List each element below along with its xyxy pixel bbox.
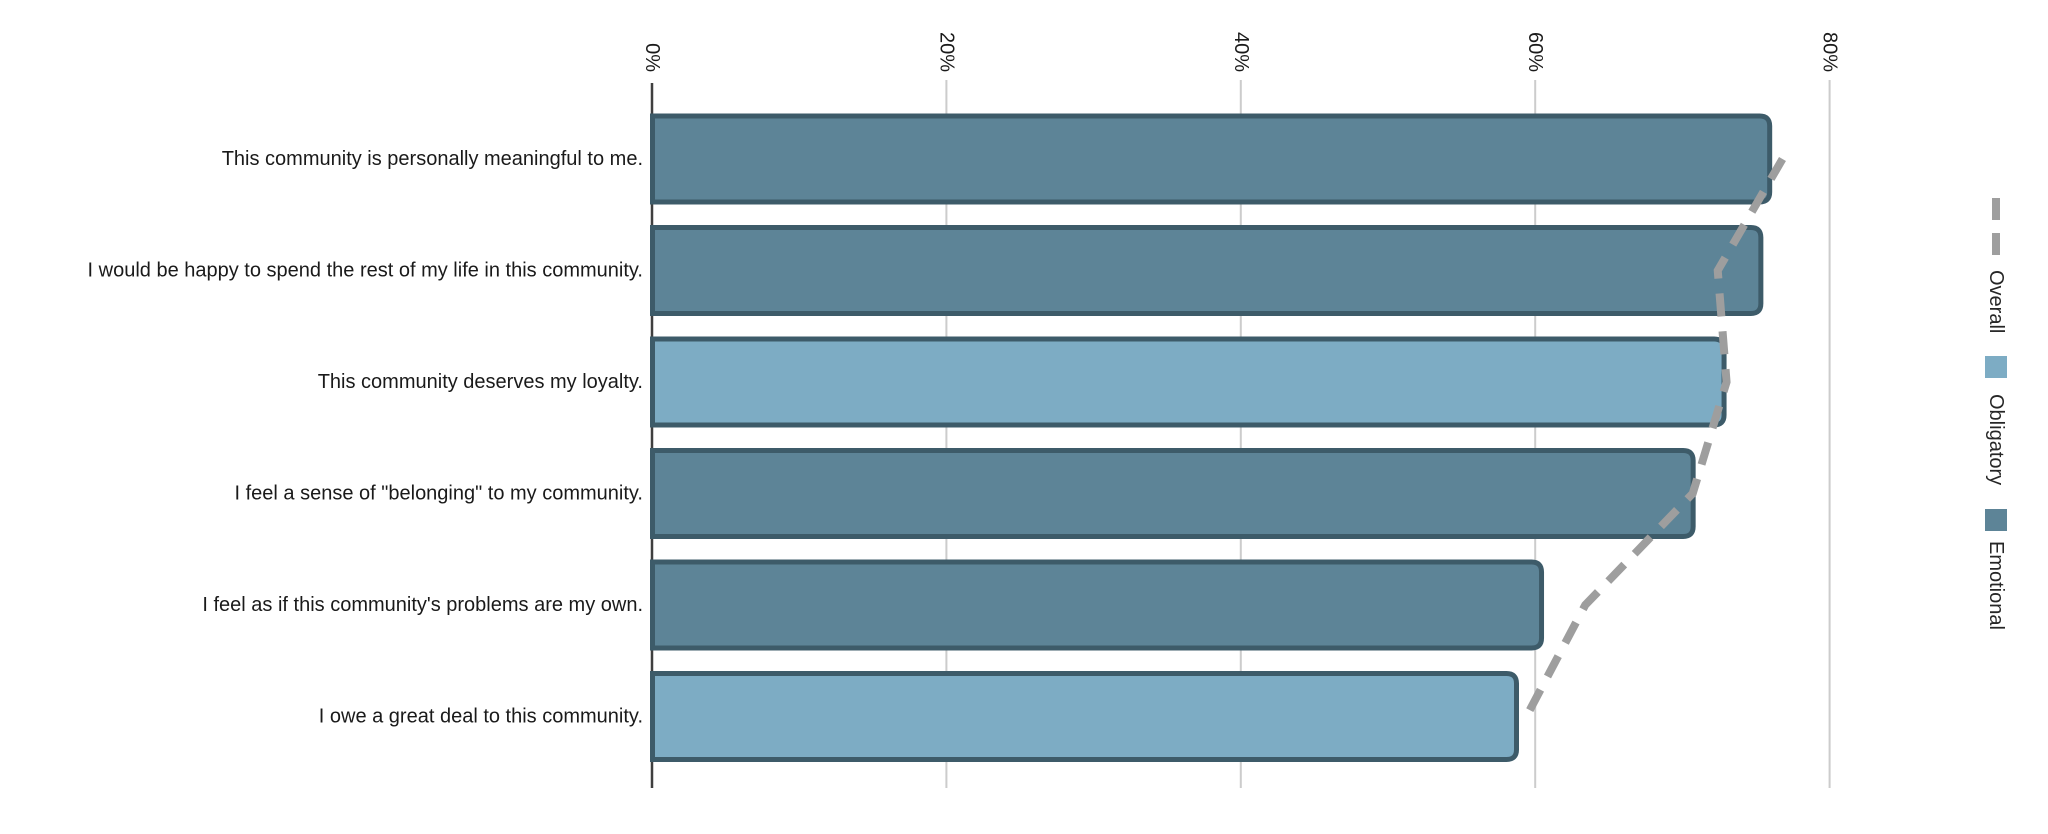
category-label: I feel a sense of "belonging" to my comm… [235,483,643,505]
legend: Overall Obligatory Emotional [1985,198,2007,630]
bar-item-5-obligatory [650,671,1520,762]
x-tick-label: 80% [1819,32,1841,72]
bar-item-2-obligatory [650,336,1727,428]
bar-item-4-emotional [650,559,1545,651]
x-tick-label: 40% [1230,32,1252,72]
legend-obligatory-swatch [1985,356,2007,378]
legend-label-emotional: Emotional [1985,541,2007,630]
overall-line [1522,156,1786,719]
bar-item-0-emotional [650,113,1773,205]
x-tick-label: 0% [641,43,663,72]
legend-label-overall: Overall [1985,270,2007,333]
category-label: I feel as if this community's problems a… [202,594,643,616]
x-tick-label: 20% [935,32,957,72]
bar-item-3-emotional [650,448,1696,539]
category-label: I would be happy to spend the rest of my… [88,260,643,282]
legend-label-obligatory: Obligatory [1985,394,2007,485]
bar-item-1-emotional [650,225,1764,316]
category-label: I owe a great deal to this community. [319,706,643,728]
category-label: This community is personally meaningful … [222,148,643,170]
x-tick-label: 60% [1524,32,1546,72]
legend-emotional-swatch [1985,509,2007,531]
category-label: This community deserves my loyalty. [318,371,643,393]
